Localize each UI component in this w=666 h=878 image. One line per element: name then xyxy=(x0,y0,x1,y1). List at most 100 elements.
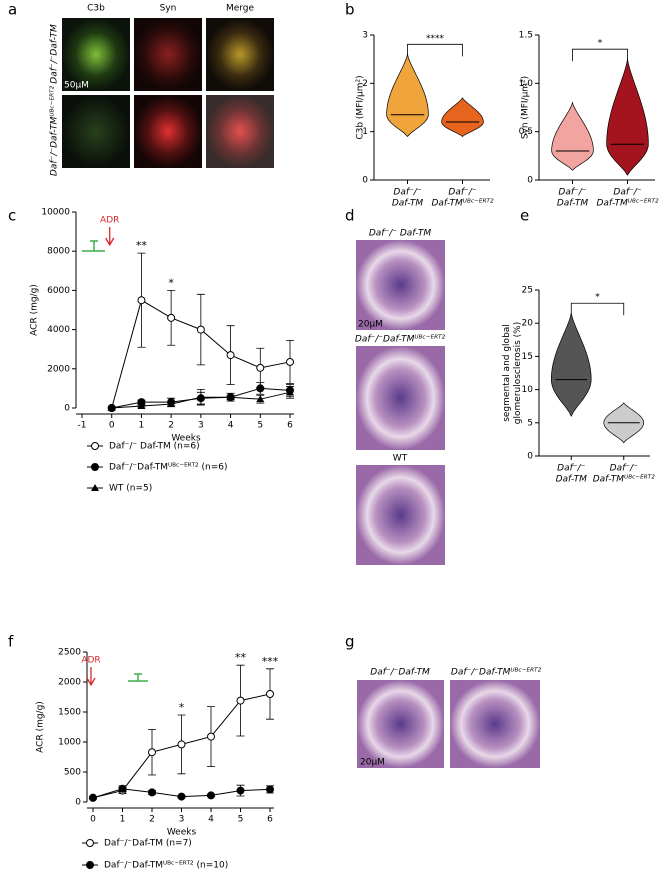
x-tick-label: 1 xyxy=(139,421,145,431)
legend-label: Daf⁻/⁻Daf-TMᵁᴮᶜ⁻ᴱᴿᵀ² (n=10) xyxy=(104,861,228,871)
y-tick-label: 500 xyxy=(64,768,81,778)
image-label: WT xyxy=(393,454,408,464)
marker xyxy=(137,296,146,305)
marker xyxy=(148,788,156,797)
micrographs-d xyxy=(356,240,445,565)
y-tick-label: 0.5 xyxy=(519,127,533,137)
marker xyxy=(226,393,235,401)
y-tick-label: 6000 xyxy=(47,286,70,296)
micrographs-a xyxy=(62,18,274,168)
marker xyxy=(196,393,205,401)
x-tick-label: 4 xyxy=(208,815,214,825)
scale-label: 20µM xyxy=(360,758,385,768)
y-tick-label: 2 xyxy=(362,79,368,89)
y-axis-label: Syn (MFI/µm²) xyxy=(521,76,531,139)
x-axis-label: Weeks xyxy=(167,828,197,838)
y-tick-label: 2000 xyxy=(58,678,81,688)
x-tick-label: Daf-TM xyxy=(556,475,588,485)
y-axis-label: segmental and global xyxy=(502,324,512,422)
legend-label: WT (n=5) xyxy=(109,484,152,494)
x-tick-label: Daf⁻/⁻ xyxy=(448,188,476,198)
marker xyxy=(196,325,205,334)
x-tick-label: 5 xyxy=(257,421,263,431)
y-tick-label: 10 xyxy=(522,385,534,395)
significance: * xyxy=(598,39,603,49)
panel-letter: b xyxy=(345,1,355,19)
marker xyxy=(86,861,94,869)
x-tick-label: 0 xyxy=(90,815,96,825)
marker xyxy=(177,792,186,801)
marker xyxy=(236,696,245,705)
micrographs-g xyxy=(357,680,540,768)
y-tick-label: 8000 xyxy=(47,247,70,257)
marker xyxy=(226,351,235,360)
marker xyxy=(86,839,94,847)
y-tick-label: 0 xyxy=(362,176,368,186)
panel-letter: e xyxy=(520,207,529,225)
y-tick-label: 10000 xyxy=(41,208,70,218)
x-tick-label: Daf-TMᵁᴮᶜ⁻ᴱᴿᵀ² xyxy=(431,199,493,209)
y-tick-label: 4000 xyxy=(47,325,70,335)
y-tick-label: 1500 xyxy=(58,708,81,718)
violin xyxy=(606,59,649,176)
y-tick-label: 2500 xyxy=(58,648,81,658)
scale-label: 50µM xyxy=(64,81,89,91)
legend-label: Daf⁻/⁻Daf-TM (n=7) xyxy=(104,839,192,849)
significance-bracket xyxy=(570,302,625,316)
significance-bracket xyxy=(407,43,463,57)
marker xyxy=(286,357,294,366)
x-tick-label: 2 xyxy=(168,421,174,431)
marker xyxy=(266,785,274,794)
significance: ** xyxy=(136,239,148,252)
x-tick-label: Daf-TMᵁᴮᶜ⁻ᴱᴿᵀ² xyxy=(593,475,655,485)
y-axis-label: C3b (MFI/µm²) xyxy=(356,75,366,139)
x-tick-label: -1 xyxy=(78,421,87,431)
marker xyxy=(256,395,265,403)
x-tick-label: Daf⁻/⁻ xyxy=(557,464,585,474)
x-tick-label: Daf⁻/⁻ xyxy=(558,188,586,198)
violin xyxy=(386,52,429,138)
column-label: Merge xyxy=(226,4,255,14)
marker xyxy=(91,442,99,450)
y-tick-label: 1000 xyxy=(58,738,81,748)
legend-label: Daf⁻/⁻ Daf-TM (n=6) xyxy=(109,442,200,452)
image-label: Daf⁻/⁻ Daf-TM xyxy=(369,229,432,239)
x-tick-label: Daf⁻/⁻ xyxy=(393,188,421,198)
marker xyxy=(118,784,127,793)
x-tick-label: 5 xyxy=(238,815,244,825)
marker xyxy=(236,786,245,795)
marker xyxy=(91,484,99,491)
x-tick-label: Daf⁻/⁻ xyxy=(610,464,638,474)
marker xyxy=(266,690,274,698)
significance: ** xyxy=(235,651,247,664)
panel-letter: f xyxy=(8,633,14,651)
marker xyxy=(89,793,97,802)
panel-letter: d xyxy=(345,207,355,225)
image-label: Daf⁻/⁻Daf-TMᵁᴮᶜ⁻ᴱᴿᵀ² xyxy=(355,335,446,345)
y-axis-label: glomerulosclerosis (%) xyxy=(513,322,523,424)
x-tick-label: 3 xyxy=(198,421,204,431)
y-tick-label: 25 xyxy=(522,286,533,296)
marker xyxy=(91,463,99,471)
significance-bracket xyxy=(572,48,628,62)
arrow-label: ADR xyxy=(100,216,119,226)
significance: * xyxy=(168,276,174,289)
marker xyxy=(167,313,176,322)
x-tick-label: 4 xyxy=(228,421,234,431)
x-tick-label: Daf⁻/⁻ xyxy=(613,188,641,198)
significance: * xyxy=(595,293,600,303)
column-label: Syn xyxy=(160,4,177,14)
marker xyxy=(256,363,265,372)
significance: **** xyxy=(426,34,445,44)
x-tick-label: 6 xyxy=(267,815,273,825)
image-label: Daf⁻/⁻Daf-TM xyxy=(370,668,430,678)
y-tick-label: 0 xyxy=(527,452,533,462)
image-label: Daf⁻/⁻Daf-TMᵁᴮᶜ⁻ᴱᴿᵀ² xyxy=(451,668,542,678)
arrow xyxy=(86,667,96,687)
arrow-label: ADR xyxy=(81,656,100,666)
marker xyxy=(256,384,265,393)
significance: *** xyxy=(262,655,279,668)
violin xyxy=(551,101,594,171)
x-tick-label: Daf-TM xyxy=(557,199,589,209)
scale-label: 20µM xyxy=(358,320,383,330)
